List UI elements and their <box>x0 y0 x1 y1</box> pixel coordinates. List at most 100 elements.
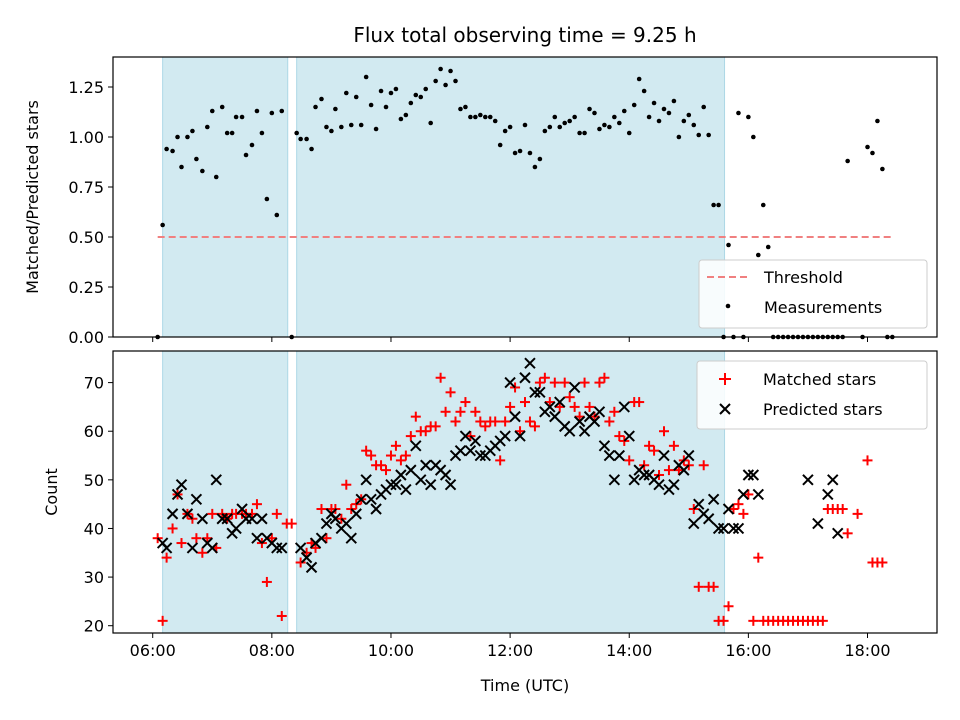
top-shaded-interval-1 <box>162 56 289 338</box>
matched-star-point <box>663 465 674 476</box>
measurement-point <box>403 112 409 118</box>
bottom-y-ticks: 20 30 40 50 60 70 <box>84 374 113 636</box>
measurement-point <box>239 114 245 120</box>
predicted-star-point <box>365 493 377 506</box>
matched-star-point <box>579 377 590 388</box>
measurement-point <box>443 82 448 88</box>
matched-star-point <box>594 377 605 388</box>
measurement-point <box>319 96 324 102</box>
bottom-series <box>152 357 888 626</box>
measurement-point <box>587 106 592 112</box>
matched-star-point <box>400 450 411 461</box>
matched-star-point <box>197 547 208 558</box>
bottom-shaded-interval-1 <box>162 350 289 634</box>
x-tick-label: 06:00 <box>130 641 176 660</box>
matched-star-point <box>584 401 595 412</box>
predicted-star-point <box>628 474 640 486</box>
matched-star-point <box>733 499 744 510</box>
top-series <box>155 66 895 340</box>
measurement-point <box>468 114 473 120</box>
predicted-star-point <box>544 401 556 413</box>
top-shaded-intervals <box>162 56 726 338</box>
measurement-point <box>378 88 384 94</box>
predicted-star-point <box>598 440 611 452</box>
top-axes-frame <box>112 56 938 338</box>
measurement-point <box>760 202 766 208</box>
top-y-tick-label: 0.00 <box>68 328 104 347</box>
matched-star-point <box>395 455 406 466</box>
matched-star-point <box>202 533 213 544</box>
matched-star-point <box>544 397 555 408</box>
predicted-star-point <box>160 542 173 554</box>
bottom-y-tick-label: 50 <box>84 471 104 490</box>
measurement-point <box>592 110 597 116</box>
x-tick-label: 14:00 <box>606 641 652 660</box>
predicted-star-point <box>593 406 606 418</box>
top-y-ticks: 0.00 0.25 0.50 0.75 1.00 1.25 <box>68 78 113 347</box>
predicted-star-point <box>702 513 715 525</box>
matched-star-point <box>718 615 729 626</box>
measurement-point <box>686 112 692 118</box>
matched-star-point <box>574 411 585 422</box>
matched-star-point <box>862 455 873 466</box>
predicted-star-point <box>688 517 700 530</box>
matched-star-point <box>728 504 739 515</box>
measurement-point <box>651 100 657 106</box>
measurement-point <box>661 106 667 112</box>
x-tick-label: 10:00 <box>368 641 414 660</box>
measurement-point <box>205 124 210 130</box>
measurement-point <box>875 118 880 124</box>
measurement-point <box>408 100 414 106</box>
matched-star-point <box>529 421 540 432</box>
measurement-point <box>428 120 433 126</box>
x-tick-label: 18:00 <box>844 641 890 660</box>
matched-star-point <box>668 440 679 451</box>
measurement-point <box>448 68 453 74</box>
measurement-point <box>348 122 354 128</box>
predicted-star-point <box>469 435 482 447</box>
predicted-star-point <box>256 513 268 525</box>
matched-star-point <box>385 450 396 461</box>
predicted-star-point <box>747 469 760 481</box>
legend-measurements-label: Measurements <box>764 298 882 317</box>
predicted-star-point <box>340 517 353 530</box>
predicted-star-point <box>276 542 288 554</box>
matched-star-point <box>321 533 332 544</box>
measurement-point <box>269 110 275 116</box>
matched-star-point <box>842 528 853 539</box>
predicted-star-point <box>742 469 755 481</box>
measurement-point <box>626 130 632 136</box>
measurement-point <box>393 86 399 92</box>
predicted-star-point <box>752 488 765 501</box>
predicted-star-point <box>210 474 222 486</box>
bottom-panel: 20 30 40 50 60 70 06:00 08:00 10:00 12:00 14:00 16… <box>42 350 938 695</box>
matched-star-point <box>440 406 451 417</box>
matched-star-point <box>649 445 660 456</box>
measurement-point <box>865 144 870 150</box>
matched-star-point <box>470 406 481 417</box>
predicted-star-point <box>514 430 526 442</box>
matched-star-point <box>191 533 202 544</box>
measurement-point <box>751 134 756 140</box>
predicted-star-point <box>827 474 839 486</box>
measurement-point <box>324 124 329 130</box>
predicted-star-point <box>271 542 283 554</box>
measurement-point <box>631 102 637 108</box>
measurement-point <box>179 164 184 170</box>
predicted-star-point <box>186 542 199 554</box>
measurement-point <box>358 122 364 128</box>
measurement-point <box>463 104 468 110</box>
predicted-star-point <box>678 464 690 476</box>
predicted-star-point <box>410 440 422 452</box>
measurement-point <box>333 106 338 112</box>
measurement-point <box>676 134 682 140</box>
measurement-point <box>845 158 850 164</box>
predicted-star-point <box>454 444 467 457</box>
predicted-star-point <box>554 396 566 408</box>
predicted-star-point <box>216 513 228 525</box>
matched-star-point <box>520 397 530 408</box>
matched-star-point <box>723 601 734 612</box>
matched-star-point <box>381 465 392 476</box>
bottom-y-tick-label: 70 <box>84 374 104 393</box>
matched-star-point <box>539 372 550 383</box>
